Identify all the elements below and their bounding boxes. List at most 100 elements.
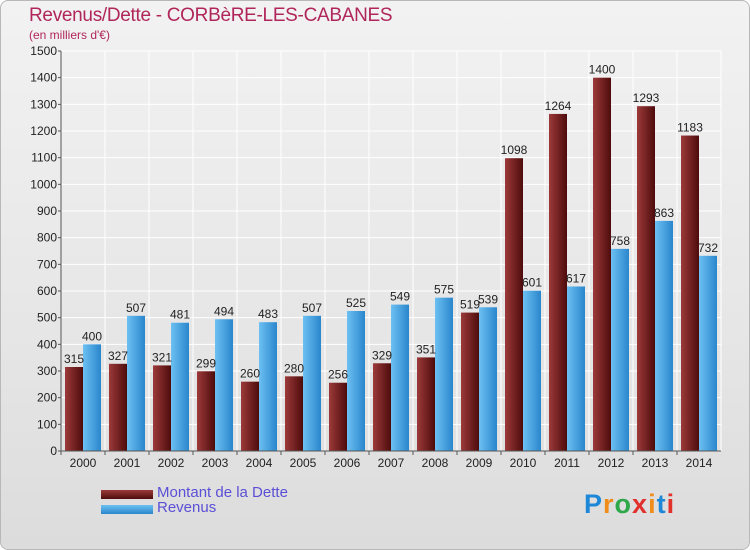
bars bbox=[65, 77, 717, 452]
x-tick-label: 2012 bbox=[598, 456, 625, 470]
x-tick-label: 2008 bbox=[422, 456, 449, 470]
bar-debt bbox=[637, 106, 655, 451]
bar-debt bbox=[461, 312, 479, 451]
data-label-revenue: 732 bbox=[698, 241, 718, 255]
x-tick-label: 2009 bbox=[466, 456, 493, 470]
bar-revenue bbox=[171, 322, 189, 451]
x-tick-label: 2002 bbox=[158, 456, 185, 470]
data-label-revenue: 507 bbox=[302, 301, 322, 315]
bar-revenue bbox=[655, 220, 673, 451]
bar-revenue bbox=[347, 311, 365, 451]
axes: 0 100 200 300 400 500 600 700 800 900 1000 1100 1200… bbox=[30, 44, 721, 470]
data-label-revenue: 617 bbox=[566, 271, 586, 285]
y-tick-label: 1200 bbox=[30, 124, 57, 138]
data-label-revenue: 525 bbox=[346, 296, 366, 310]
bar-revenue bbox=[259, 322, 277, 451]
proxiti-logo: Proxiti bbox=[584, 489, 675, 520]
bar-revenue bbox=[523, 290, 541, 451]
data-label-debt: 1183 bbox=[677, 121, 703, 135]
x-tick-label: 2004 bbox=[246, 456, 273, 470]
x-tick-label: 2003 bbox=[202, 456, 229, 470]
data-label-debt: 329 bbox=[372, 348, 392, 362]
data-label-revenue: 483 bbox=[258, 307, 278, 321]
data-label-debt: 519 bbox=[460, 298, 480, 312]
y-tick-label: 1500 bbox=[30, 44, 57, 58]
y-tick-label: 500 bbox=[37, 311, 57, 325]
bar-revenue bbox=[479, 307, 497, 451]
y-tick-label: 1000 bbox=[30, 177, 57, 191]
bar-revenue bbox=[127, 315, 145, 451]
legend-label-debt: Montant de la Dette bbox=[157, 484, 288, 501]
y-tick-label: 100 bbox=[37, 417, 57, 431]
data-label-debt: 1400 bbox=[589, 63, 616, 77]
legend-label-revenue: Revenus bbox=[157, 499, 217, 516]
bar-debt bbox=[549, 113, 567, 451]
y-tick-label: 600 bbox=[37, 284, 57, 298]
x-tick-label: 2013 bbox=[642, 456, 669, 470]
bar-debt bbox=[197, 371, 215, 451]
y-tick-label: 800 bbox=[37, 231, 57, 245]
data-label-revenue: 758 bbox=[610, 234, 630, 248]
y-tick-label: 400 bbox=[37, 337, 57, 351]
logo-letter: t bbox=[656, 489, 667, 519]
data-label-revenue: 481 bbox=[170, 308, 190, 322]
chart-subtitle: (en milliers d'€) bbox=[29, 28, 110, 42]
logo-letter: i bbox=[648, 489, 657, 519]
data-label-revenue: 549 bbox=[390, 290, 410, 304]
data-label-revenue: 507 bbox=[126, 301, 146, 315]
y-tick-label: 1100 bbox=[31, 151, 57, 165]
bar-debt bbox=[681, 135, 699, 452]
y-tick-label: 900 bbox=[37, 204, 57, 218]
data-labels: 315 400 327 507 321 481 299 494 260 483 280 507 256 5… bbox=[64, 63, 718, 382]
bar-debt bbox=[285, 376, 303, 451]
y-tick-label: 700 bbox=[37, 257, 57, 271]
data-label-revenue: 601 bbox=[522, 276, 542, 290]
bar-debt bbox=[593, 77, 611, 452]
bar-revenue bbox=[215, 319, 233, 451]
y-tick-label: 1400 bbox=[30, 71, 57, 85]
bar-revenue bbox=[699, 255, 717, 451]
bar-debt bbox=[417, 357, 435, 451]
logo-letter: x bbox=[632, 489, 649, 519]
bar-revenue bbox=[567, 286, 585, 451]
x-tick-label: 2014 bbox=[686, 456, 713, 470]
data-label-revenue: 400 bbox=[82, 329, 102, 343]
x-tick-label: 2001 bbox=[114, 456, 141, 470]
x-tick-label: 2011 bbox=[554, 456, 580, 470]
x-tick-label: 2006 bbox=[334, 456, 361, 470]
x-tick-label: 2010 bbox=[510, 456, 537, 470]
y-tick-label: 1300 bbox=[30, 97, 57, 111]
bar-debt bbox=[373, 363, 391, 451]
bar-debt bbox=[505, 158, 523, 451]
bar-debt bbox=[65, 367, 83, 451]
data-label-debt: 299 bbox=[196, 356, 216, 370]
data-label-revenue: 575 bbox=[434, 283, 454, 297]
logo-letter: o bbox=[614, 489, 633, 519]
data-label-debt: 1098 bbox=[501, 143, 528, 157]
bar-debt bbox=[109, 363, 127, 451]
y-tick-label: 200 bbox=[37, 391, 57, 405]
data-label-debt: 315 bbox=[64, 352, 84, 366]
bar-revenue bbox=[435, 297, 453, 451]
logo-letter: P bbox=[584, 489, 604, 519]
data-label-debt: 321 bbox=[152, 350, 172, 364]
bar-revenue bbox=[611, 248, 629, 451]
x-tick-label: 2007 bbox=[378, 456, 405, 470]
bar-revenue bbox=[303, 315, 321, 451]
x-tick-label: 2000 bbox=[70, 456, 97, 470]
data-label-debt: 280 bbox=[284, 361, 304, 375]
data-label-revenue: 863 bbox=[654, 206, 674, 220]
bar-revenue bbox=[391, 304, 409, 451]
bar-debt bbox=[153, 365, 171, 451]
bar-debt bbox=[241, 381, 259, 451]
x-tick-label: 2005 bbox=[290, 456, 317, 470]
data-label-debt: 1264 bbox=[545, 99, 572, 113]
data-label-revenue: 494 bbox=[214, 304, 234, 318]
data-label-revenue: 539 bbox=[478, 292, 498, 306]
bar-revenue bbox=[83, 344, 101, 451]
data-label-debt: 1293 bbox=[633, 91, 660, 105]
data-label-debt: 351 bbox=[416, 342, 436, 356]
logo-letter: r bbox=[603, 489, 615, 519]
